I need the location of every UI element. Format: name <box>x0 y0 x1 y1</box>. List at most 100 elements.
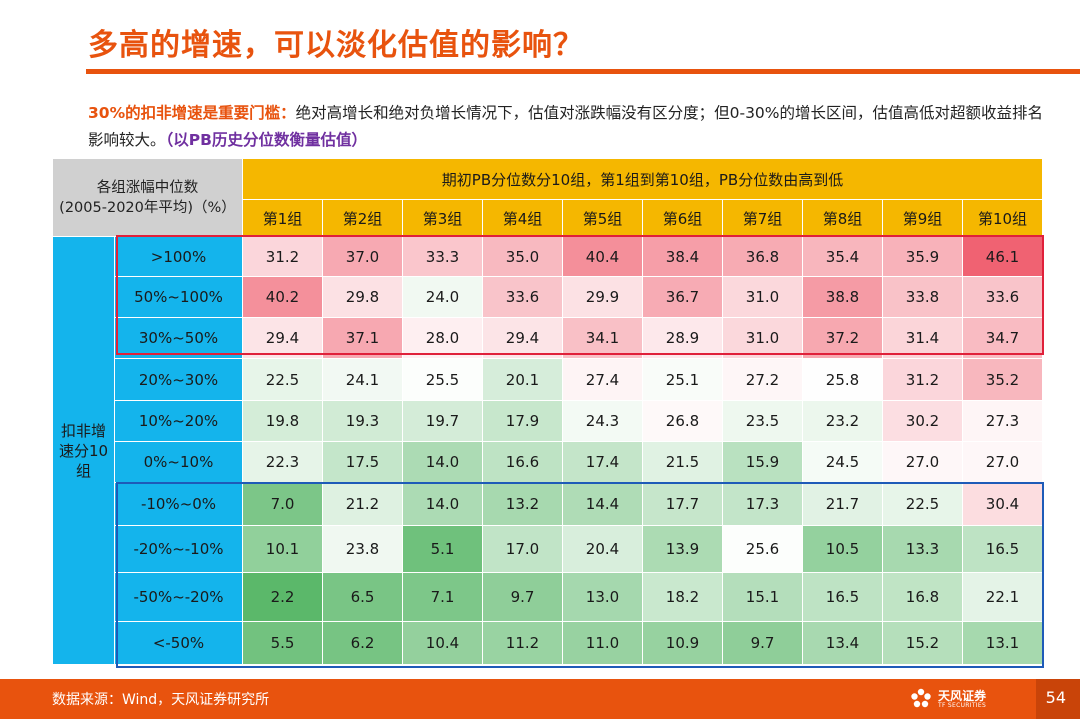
table-row: -50%~-20% 2.2 6.5 7.1 9.7 13.0 18.2 15.1 16.5 16.… <box>53 572 1043 622</box>
heatmap-cell: 28.0 <box>402 317 483 359</box>
row-label: >100% <box>114 236 243 277</box>
page-title: 多高的增速，可以淡化估值的影响？ <box>88 28 584 63</box>
heatmap-cell: 29.4 <box>242 317 323 359</box>
heatmap-cell: 5.5 <box>242 621 323 665</box>
column-header: 第2组 <box>322 199 403 237</box>
heatmap-cell: 6.2 <box>322 621 403 665</box>
title-divider <box>86 69 1080 74</box>
heatmap-cell: 30.2 <box>882 400 963 442</box>
heatmap-cell: 17.3 <box>722 482 803 526</box>
row-label: 20%~30% <box>114 358 243 401</box>
table-row: 0%~10% 22.3 17.5 14.0 16.6 17.4 21.5 15.9 24.5 27… <box>53 441 1043 483</box>
heatmap-cell: 16.8 <box>882 572 963 622</box>
heatmap-cell: 31.0 <box>722 317 803 359</box>
logo-subtitle: TF SECURITIES <box>938 702 987 709</box>
heatmap-cell: 27.0 <box>882 441 963 483</box>
heatmap-cell: 10.9 <box>642 621 723 665</box>
heatmap-cell: 14.0 <box>402 441 483 483</box>
heatmap-cell: 24.0 <box>402 276 483 318</box>
column-header: 第1组 <box>242 199 323 237</box>
column-header: 第8组 <box>802 199 883 237</box>
heatmap-cell: 11.0 <box>562 621 643 665</box>
heatmap-cell: 34.1 <box>562 317 643 359</box>
heatmap-cell: 17.0 <box>482 525 563 573</box>
source-note: 数据来源：Wind，天风证券研究所 <box>52 692 270 708</box>
table-row: 10%~20% 19.8 19.3 19.7 17.9 24.3 26.8 23.5 23.2 3… <box>53 400 1043 442</box>
table-row: 扣非增速分10组 >100% 31.2 37.0 33.3 35.0 40.4 38.4 36.… <box>52 236 1043 665</box>
heatmap-cell: 25.5 <box>402 358 483 401</box>
heatmap-cell: 24.1 <box>322 358 403 401</box>
heatmap-cell: 18.2 <box>642 572 723 622</box>
heatmap-cell: 22.1 <box>962 572 1043 622</box>
heatmap-cell: 23.2 <box>802 400 883 442</box>
row-label: 50%~100% <box>114 276 243 318</box>
heatmap-cell: 25.6 <box>722 525 803 573</box>
heatmap-cell: 17.9 <box>482 400 563 442</box>
lead-paragraph: 30%的扣非增速是重要门槛：绝对高增长和绝对负增长情况下，估值对涨跌幅没有区分度… <box>88 100 1048 154</box>
heatmap-cell: 25.1 <box>642 358 723 401</box>
heatmap-cell: 46.1 <box>962 236 1043 277</box>
heatmap-cell: 29.8 <box>322 276 403 318</box>
heatmap-cell: 22.5 <box>242 358 323 401</box>
lead-note: （以PB历史分位数衡量估值） <box>165 131 367 149</box>
heatmap-cell: 11.2 <box>482 621 563 665</box>
heatmap-cell: 9.7 <box>482 572 563 622</box>
heatmap-cell: 27.3 <box>962 400 1043 442</box>
heatmap-cell: 29.9 <box>562 276 643 318</box>
heatmap-cell: 16.5 <box>802 572 883 622</box>
column-header-row: 第1组 第2组 第3组 第4组 第5组 第6组 第7组 第8组 第9组 第10组 <box>53 199 1043 237</box>
heatmap-cell: 13.1 <box>962 621 1043 665</box>
heatmap-cell: 37.0 <box>322 236 403 277</box>
heatmap-cell: 20.1 <box>482 358 563 401</box>
page-number: 54 <box>1045 688 1066 707</box>
heatmap-cell: 13.9 <box>642 525 723 573</box>
heatmap-cell: 15.2 <box>882 621 963 665</box>
heatmap-cell: 17.7 <box>642 482 723 526</box>
heatmap-cell: 10.1 <box>242 525 323 573</box>
heatmap-cell: 19.7 <box>402 400 483 442</box>
logo-flower-icon <box>911 688 931 708</box>
heatmap-cell: 21.2 <box>322 482 403 526</box>
heatmap-cell: 40.2 <box>242 276 323 318</box>
heatmap-cell: 27.2 <box>722 358 803 401</box>
heatmap-cell: 28.9 <box>642 317 723 359</box>
heatmap-cell: 25.8 <box>802 358 883 401</box>
heatmap-cell: 36.8 <box>722 236 803 277</box>
heatmap-cell: 33.3 <box>402 236 483 277</box>
heatmap-cell: 9.7 <box>722 621 803 665</box>
company-logo: 天风证券 TF SECURITIES <box>908 684 998 714</box>
table-row: <-50% 5.5 6.2 10.4 11.2 11.0 10.9 9.7 13.4 15.2 13… <box>53 621 1043 665</box>
heatmap-cell: 16.6 <box>482 441 563 483</box>
table-corner: 各组涨幅中位数 (2005-2020年平均)（%） <box>52 158 243 237</box>
heatmap-cell: 17.5 <box>322 441 403 483</box>
heatmap-cell: 31.0 <box>722 276 803 318</box>
row-label: 0%~10% <box>114 441 243 483</box>
heatmap-cell: 7.1 <box>402 572 483 622</box>
heatmap-cell: 16.5 <box>962 525 1043 573</box>
row-label: -20%~-10% <box>114 525 243 573</box>
heatmap-cell: 27.4 <box>562 358 643 401</box>
heatmap-cell: 34.7 <box>962 317 1043 359</box>
lead-highlight: 30%的扣非增速是重要门槛： <box>88 104 296 122</box>
heatmap-cell: 19.8 <box>242 400 323 442</box>
heatmap-cell: 40.4 <box>562 236 643 277</box>
heatmap-cell: 30.4 <box>962 482 1043 526</box>
heatmap-cell: 38.4 <box>642 236 723 277</box>
column-header: 第3组 <box>402 199 483 237</box>
heatmap-cell: 14.0 <box>402 482 483 526</box>
heatmap-cell: 33.6 <box>482 276 563 318</box>
heatmap-cell: 35.4 <box>802 236 883 277</box>
heatmap-cell: 27.0 <box>962 441 1043 483</box>
row-label: 10%~20% <box>114 400 243 442</box>
table-row: 30%~50% 29.4 37.1 28.0 29.4 34.1 28.9 31.0 37.2 3… <box>53 317 1043 359</box>
heatmap-cell: 7.0 <box>242 482 323 526</box>
heatmap-cell: 10.4 <box>402 621 483 665</box>
heatmap-cell: 13.4 <box>802 621 883 665</box>
heatmap-cell: 37.2 <box>802 317 883 359</box>
column-header: 第5组 <box>562 199 643 237</box>
heatmap-cell: 29.4 <box>482 317 563 359</box>
heatmap-cell: 26.8 <box>642 400 723 442</box>
heatmap-cell: 37.1 <box>322 317 403 359</box>
page-number-tab <box>1036 679 1080 719</box>
heatmap-cell: 15.1 <box>722 572 803 622</box>
